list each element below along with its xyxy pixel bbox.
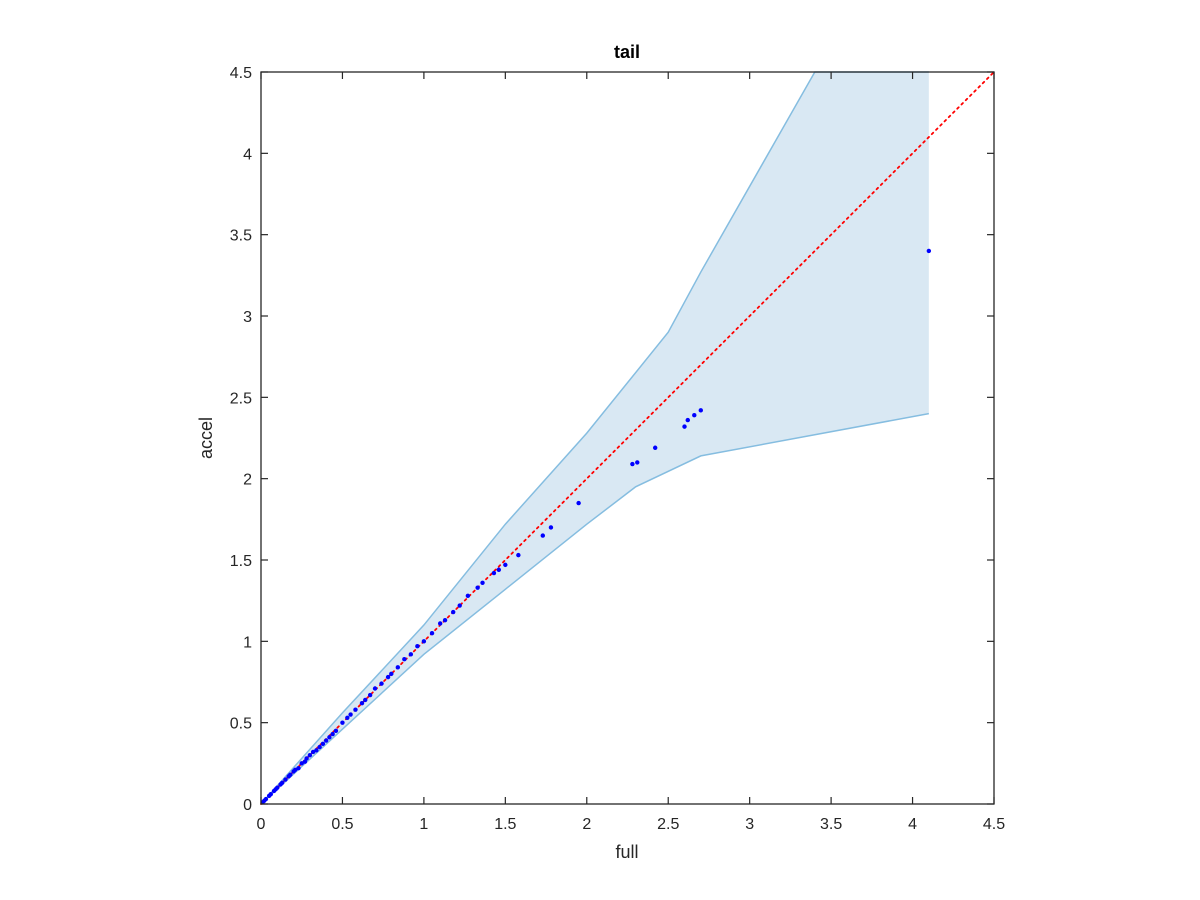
- data-point: [682, 424, 687, 429]
- data-point: [402, 657, 407, 662]
- data-point: [304, 756, 309, 761]
- y-tick-label: 2.5: [230, 390, 252, 407]
- data-point: [367, 692, 373, 698]
- x-tick-label: 3.5: [820, 816, 842, 833]
- data-point: [283, 777, 288, 782]
- data-point: [279, 780, 285, 786]
- data-point: [288, 772, 293, 777]
- data-point: [310, 749, 316, 755]
- data-point: [442, 617, 448, 623]
- y-tick-label: 3.5: [230, 228, 252, 245]
- y-axis-label: accel: [196, 417, 216, 459]
- x-tick-label: 1.5: [494, 816, 516, 833]
- data-point: [359, 700, 365, 706]
- data-point: [491, 570, 497, 576]
- data-point: [503, 562, 508, 568]
- data-point: [437, 621, 443, 626]
- data-point: [926, 248, 932, 254]
- data-point: [263, 796, 269, 802]
- x-tick-label: 1: [419, 816, 428, 833]
- data-point: [516, 552, 521, 558]
- data-point: [302, 759, 308, 764]
- data-point: [340, 720, 345, 725]
- data-point: [268, 792, 273, 797]
- data-point: [389, 671, 394, 677]
- data-point: [395, 665, 401, 670]
- reference-line: [260, 71, 995, 805]
- x-tick-label: 2.5: [657, 816, 679, 833]
- data-point: [299, 761, 304, 766]
- scatter-points: [260, 248, 932, 805]
- band-upper-edge: [260, 71, 929, 805]
- data-point: [698, 408, 703, 413]
- data-point: [323, 738, 329, 743]
- data-point: [345, 715, 350, 720]
- data-point: [421, 639, 427, 644]
- data-point: [320, 741, 326, 747]
- identity-line: [260, 71, 995, 805]
- data-point: [363, 697, 368, 703]
- data-point: [465, 593, 471, 598]
- data-point: [379, 681, 384, 686]
- x-tick-label: 0.5: [331, 816, 353, 833]
- band-lower-edge: [260, 412, 929, 805]
- y-tick-label: 2: [243, 472, 252, 489]
- data-point: [293, 767, 298, 773]
- y-tick-label: 3: [243, 309, 252, 326]
- y-tick-label: 0: [243, 797, 252, 814]
- x-tick-label: 3: [745, 816, 754, 833]
- chart-title: tail: [614, 42, 640, 62]
- data-point: [548, 525, 554, 530]
- data-point: [372, 686, 378, 691]
- data-point: [330, 731, 335, 737]
- data-point: [630, 461, 635, 467]
- data-point: [408, 652, 414, 657]
- x-tick-label: 4.5: [983, 816, 1005, 833]
- data-point: [317, 744, 322, 750]
- data-point: [457, 603, 462, 608]
- data-point: [307, 753, 313, 758]
- y-tick-label: 4.5: [230, 65, 252, 82]
- data-point: [635, 460, 640, 465]
- data-point: [296, 766, 301, 771]
- data-point: [540, 533, 545, 538]
- data-point: [576, 500, 581, 506]
- data-point: [480, 580, 485, 585]
- data-point: [415, 644, 420, 649]
- data-point: [451, 609, 456, 615]
- x-axis-label: full: [615, 842, 638, 862]
- data-point: [652, 445, 658, 450]
- x-tick-label: 4: [908, 816, 917, 833]
- y-tick-label: 4: [243, 146, 252, 163]
- data-point: [685, 417, 690, 423]
- data-point: [333, 728, 339, 733]
- y-tick-label: 1: [243, 634, 252, 651]
- axes-box: [260, 71, 995, 805]
- y-tick-label: 1.5: [230, 553, 252, 570]
- data-point: [429, 631, 435, 636]
- axis-ticks: 0 0.5 1 1.5 2 2.5 3 3.5 4 4.5 0 0.5 1 1.5 2 2.5 3 3.5 4 4.5: [230, 65, 1005, 833]
- data-point: [327, 735, 332, 740]
- data-point: [475, 585, 480, 590]
- x-tick-label: 2: [582, 816, 591, 833]
- data-point: [692, 413, 697, 418]
- data-point: [385, 674, 391, 680]
- y-tick-label: 0.5: [230, 716, 252, 733]
- data-point: [353, 707, 358, 712]
- data-point: [496, 567, 502, 572]
- data-point: [275, 785, 280, 790]
- confidence-band: [260, 71, 929, 805]
- data-point: [348, 712, 353, 717]
- x-tick-label: 0: [257, 816, 266, 833]
- data-point: [314, 748, 319, 753]
